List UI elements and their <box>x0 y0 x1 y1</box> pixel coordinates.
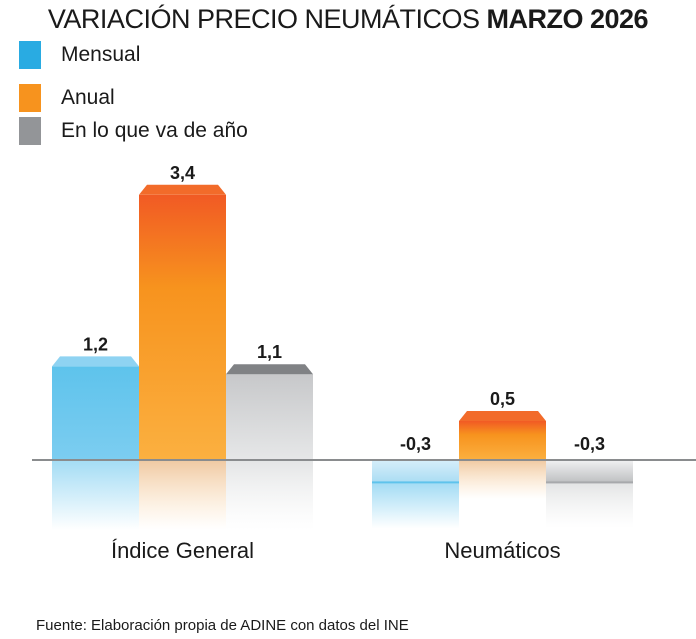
legend-item-ytd: En lo que va de año <box>19 116 248 146</box>
bar-reflection-2-1 <box>546 483 633 529</box>
data-label-2-0: 1,1 <box>257 342 282 362</box>
bar-0-0 <box>52 366 139 460</box>
bar-reflection-0-1 <box>372 483 459 529</box>
bar-reflection-1-0 <box>139 460 226 530</box>
bar-reflection-1-1 <box>459 460 546 499</box>
category-label-0: Índice General <box>111 538 254 563</box>
data-label-1-1: 0,5 <box>490 389 515 409</box>
legend-label: Anual <box>61 86 115 109</box>
bar-2-1 <box>546 460 633 484</box>
legend-item-anual: Anual <box>19 83 115 113</box>
bar-2-0 <box>226 374 313 460</box>
bar-reflection-2-0 <box>226 460 313 530</box>
legend-swatch-ytd <box>19 117 41 145</box>
legend-label: Mensual <box>61 43 141 66</box>
bar-cap-1-0 <box>139 184 226 195</box>
data-label-2-1: -0,3 <box>574 434 605 454</box>
bar-cap-0-0 <box>52 356 139 367</box>
data-label-1-0: 3,4 <box>170 163 195 183</box>
bar-edge-0-1 <box>372 481 459 484</box>
bar-edge-2-1 <box>546 481 633 484</box>
data-label-0-0: 1,2 <box>83 334 108 354</box>
legend-item-mensual: Mensual <box>19 40 140 70</box>
bar-0-1 <box>372 460 459 484</box>
bar-cap-1-1 <box>459 411 546 421</box>
source-note: Fuente: Elaboración propia de ADINE con … <box>36 617 409 634</box>
title-date: MARZO 2026 <box>486 4 649 34</box>
bar-cap-2-0 <box>226 364 313 375</box>
title-text: VARIACIÓN PRECIO NEUMÁTICOS <box>47 4 480 34</box>
bar-reflection-0-0 <box>52 460 139 530</box>
legend-swatch-anual <box>19 84 41 112</box>
category-label-1: Neumáticos <box>444 538 560 563</box>
bar-1-1 <box>459 421 546 460</box>
legend-swatch-mensual <box>19 41 41 69</box>
data-label-0-1: -0,3 <box>400 434 431 454</box>
chart-title: VARIACIÓN PRECIO NEUMÁTICOS MARZO 2026 <box>0 4 696 35</box>
legend-label: En lo que va de año <box>61 119 248 142</box>
bar-1-0 <box>139 194 226 461</box>
